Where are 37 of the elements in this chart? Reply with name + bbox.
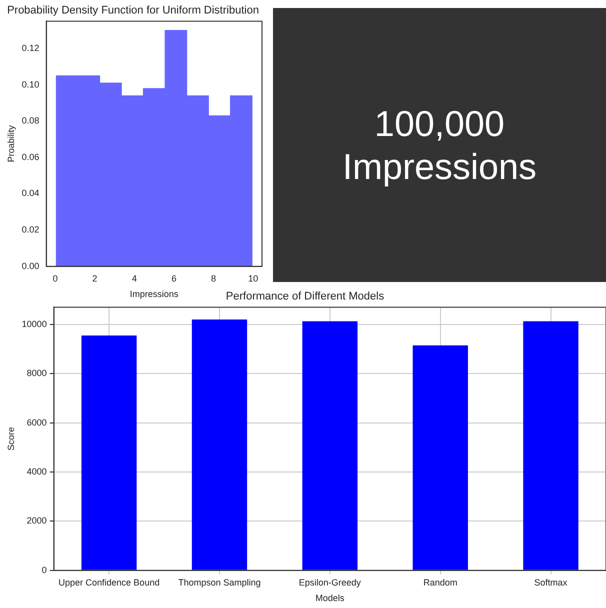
x-tick-label: Softmax	[534, 577, 568, 588]
x-tick-label: Thompson Sampling	[178, 577, 261, 588]
y-tick-label: 0	[42, 564, 47, 575]
y-tick-label: 6000	[26, 417, 47, 428]
y-tick-label: 0.02	[22, 224, 40, 235]
chart-title: Probability Density Function for Uniform Distribution	[7, 4, 259, 17]
y-tick-label: 0.06	[22, 152, 40, 162]
bar	[523, 321, 578, 570]
chart-title: Performance of Different Models	[226, 290, 385, 303]
y-tick-label: 0.10	[22, 79, 40, 90]
x-axis-title: Impressions	[130, 289, 179, 300]
x-tick-label: Upper Confidence Bound	[58, 577, 160, 588]
x-tick-label: Random	[423, 577, 458, 588]
y-tick-label: 4000	[26, 466, 47, 476]
bar	[81, 335, 137, 570]
x-tick-label: 6	[171, 273, 176, 284]
y-axis-title: Score	[6, 427, 16, 451]
y-tick-label: 0.12	[22, 42, 40, 53]
x-tick-label: Epsilon-Greedy	[298, 577, 362, 588]
x-tick-label: 4	[132, 273, 137, 284]
x-tick-label: 2	[92, 273, 98, 284]
x-tick-label: 10	[248, 273, 258, 284]
x-axis-title: Models	[315, 593, 345, 604]
bar	[302, 321, 358, 570]
y-tick-label: 0.08	[22, 116, 40, 126]
text: 100,000	[374, 102, 505, 145]
y-tick-label: 0.04	[22, 188, 40, 198]
bar	[412, 345, 468, 570]
bar	[192, 320, 248, 570]
x-tick-label: 8	[211, 273, 216, 284]
y-tick-label: 10000	[22, 318, 47, 329]
text: Impressions	[342, 145, 537, 188]
y-tick-label: 0.00	[22, 260, 40, 271]
x-tick-label: 0	[52, 273, 58, 284]
y-tick-label: 8000	[26, 368, 47, 378]
y-axis-title: Proability	[6, 124, 16, 162]
y-tick-label: 2000	[26, 516, 47, 526]
